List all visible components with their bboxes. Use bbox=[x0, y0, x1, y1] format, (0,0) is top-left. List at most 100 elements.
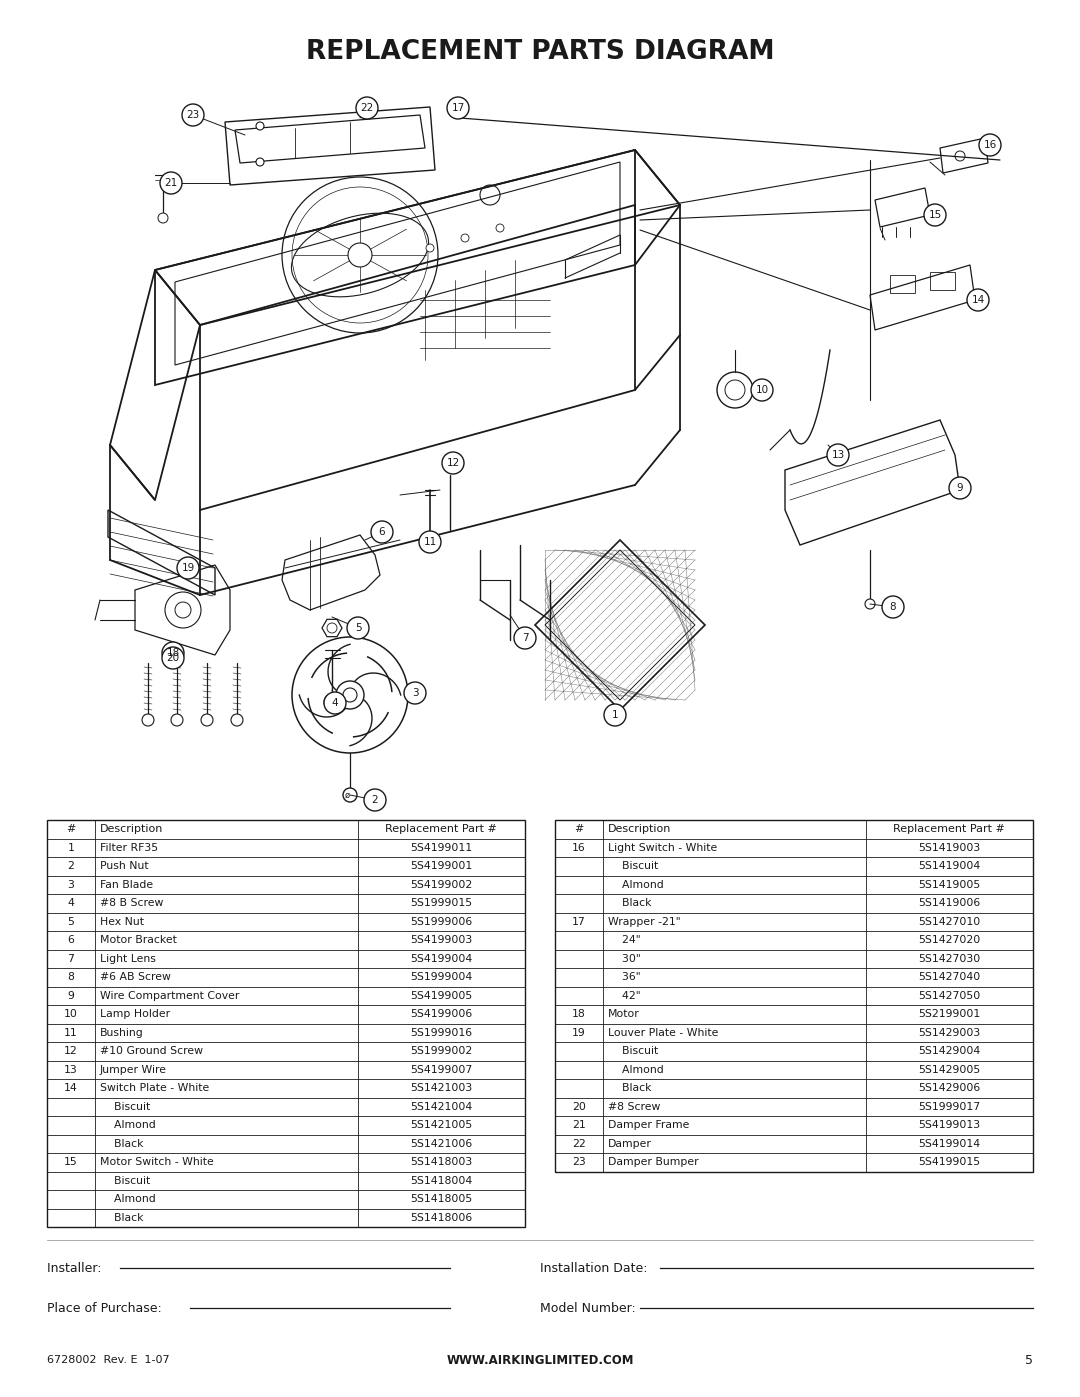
Text: #: # bbox=[66, 824, 76, 834]
Text: 17: 17 bbox=[572, 916, 585, 926]
Text: #: # bbox=[575, 824, 583, 834]
Circle shape bbox=[141, 714, 154, 726]
Text: 5S4199013: 5S4199013 bbox=[918, 1120, 981, 1130]
Text: Motor Switch - White: Motor Switch - White bbox=[99, 1157, 214, 1168]
Text: 5S1999017: 5S1999017 bbox=[918, 1102, 981, 1112]
Text: Almond: Almond bbox=[99, 1194, 156, 1204]
Circle shape bbox=[160, 172, 183, 194]
Text: 6728002  Rev. E  1-07: 6728002 Rev. E 1-07 bbox=[48, 1355, 170, 1365]
Text: 5S1418005: 5S1418005 bbox=[410, 1194, 472, 1204]
Text: 21: 21 bbox=[572, 1120, 585, 1130]
Circle shape bbox=[447, 465, 453, 471]
Text: Switch Plate - White: Switch Plate - White bbox=[99, 1083, 210, 1094]
Text: 5S1427050: 5S1427050 bbox=[918, 990, 981, 1000]
Text: 5S1427030: 5S1427030 bbox=[918, 954, 981, 964]
Circle shape bbox=[324, 692, 346, 714]
Text: Hex Nut: Hex Nut bbox=[99, 916, 144, 926]
Text: 30": 30" bbox=[608, 954, 640, 964]
Text: 3: 3 bbox=[411, 687, 418, 698]
Text: Almond: Almond bbox=[608, 880, 663, 890]
Circle shape bbox=[442, 453, 464, 474]
Bar bbox=[48, 820, 525, 1227]
Text: Biscuit: Biscuit bbox=[99, 1176, 150, 1186]
Text: REPLACEMENT PARTS DIAGRAM: REPLACEMENT PARTS DIAGRAM bbox=[306, 39, 774, 66]
Text: 42": 42" bbox=[608, 990, 640, 1000]
Text: 5S1418003: 5S1418003 bbox=[410, 1157, 472, 1168]
Text: 7: 7 bbox=[522, 633, 528, 643]
Text: 12: 12 bbox=[64, 1046, 78, 1056]
Text: 14: 14 bbox=[64, 1083, 78, 1094]
Circle shape bbox=[604, 704, 626, 726]
Circle shape bbox=[827, 444, 849, 467]
Text: 5S1421005: 5S1421005 bbox=[410, 1120, 472, 1130]
Text: #10 Ground Screw: #10 Ground Screw bbox=[99, 1046, 203, 1056]
Text: 5S1429004: 5S1429004 bbox=[918, 1046, 981, 1056]
Text: Biscuit: Biscuit bbox=[608, 861, 658, 872]
Circle shape bbox=[404, 682, 426, 704]
Circle shape bbox=[343, 788, 357, 802]
Bar bbox=[930, 272, 955, 291]
Circle shape bbox=[356, 96, 378, 119]
Text: Description: Description bbox=[99, 824, 163, 834]
Text: #8 B Screw: #8 B Screw bbox=[99, 898, 163, 908]
Text: 5S1421003: 5S1421003 bbox=[410, 1083, 472, 1094]
Text: #6 AB Screw: #6 AB Screw bbox=[99, 972, 171, 982]
Circle shape bbox=[158, 212, 168, 224]
Circle shape bbox=[967, 289, 989, 312]
Text: Push Nut: Push Nut bbox=[99, 861, 148, 872]
Circle shape bbox=[171, 714, 183, 726]
Text: 19: 19 bbox=[572, 1028, 585, 1038]
Circle shape bbox=[324, 694, 340, 710]
Circle shape bbox=[231, 714, 243, 726]
Text: 5: 5 bbox=[1025, 1354, 1032, 1366]
Text: 5S1429005: 5S1429005 bbox=[918, 1065, 981, 1074]
Text: 9: 9 bbox=[957, 483, 963, 493]
Text: 5S1418004: 5S1418004 bbox=[410, 1176, 472, 1186]
Text: 5S2199001: 5S2199001 bbox=[918, 1009, 981, 1020]
Text: 5S1418006: 5S1418006 bbox=[410, 1213, 472, 1222]
Text: 24": 24" bbox=[608, 935, 640, 946]
Circle shape bbox=[183, 103, 204, 126]
Text: 18: 18 bbox=[572, 1009, 585, 1020]
Text: 3: 3 bbox=[67, 880, 75, 890]
Text: 19: 19 bbox=[181, 563, 194, 573]
Text: 5S4199001: 5S4199001 bbox=[410, 861, 472, 872]
Text: Light Lens: Light Lens bbox=[99, 954, 156, 964]
Circle shape bbox=[514, 627, 536, 650]
Text: 2: 2 bbox=[67, 861, 75, 872]
Circle shape bbox=[256, 158, 264, 166]
Text: 15: 15 bbox=[64, 1157, 78, 1168]
Text: 5S4199014: 5S4199014 bbox=[918, 1139, 981, 1148]
Circle shape bbox=[882, 597, 904, 617]
Bar bbox=[890, 275, 915, 293]
Text: Damper Bumper: Damper Bumper bbox=[608, 1157, 699, 1168]
Text: 5S4199003: 5S4199003 bbox=[410, 935, 472, 946]
Text: Biscuit: Biscuit bbox=[608, 1046, 658, 1056]
Text: 1: 1 bbox=[67, 842, 75, 852]
Text: Bushing: Bushing bbox=[99, 1028, 144, 1038]
Text: Wire Compartment Cover: Wire Compartment Cover bbox=[99, 990, 239, 1000]
Circle shape bbox=[447, 96, 469, 119]
Circle shape bbox=[496, 224, 504, 232]
Text: 9: 9 bbox=[67, 990, 75, 1000]
Text: 18: 18 bbox=[166, 648, 179, 658]
Text: Filter RF35: Filter RF35 bbox=[99, 842, 158, 852]
Text: 20: 20 bbox=[572, 1102, 585, 1112]
Text: 5S1419006: 5S1419006 bbox=[918, 898, 981, 908]
Text: 10: 10 bbox=[755, 386, 769, 395]
Circle shape bbox=[865, 599, 875, 609]
Text: 6: 6 bbox=[67, 935, 75, 946]
Text: Damper Frame: Damper Frame bbox=[608, 1120, 689, 1130]
Text: 5S1419003: 5S1419003 bbox=[918, 842, 981, 852]
Circle shape bbox=[372, 521, 393, 543]
Text: Almond: Almond bbox=[99, 1120, 156, 1130]
Text: #8 Screw: #8 Screw bbox=[608, 1102, 660, 1112]
Text: 1: 1 bbox=[611, 710, 619, 719]
Circle shape bbox=[336, 680, 364, 710]
Text: 11: 11 bbox=[423, 536, 436, 548]
Circle shape bbox=[924, 204, 946, 226]
Text: 5S4199004: 5S4199004 bbox=[410, 954, 472, 964]
Text: 5S1999004: 5S1999004 bbox=[410, 972, 472, 982]
Text: Black: Black bbox=[608, 1083, 651, 1094]
Text: 5S1999006: 5S1999006 bbox=[410, 916, 472, 926]
